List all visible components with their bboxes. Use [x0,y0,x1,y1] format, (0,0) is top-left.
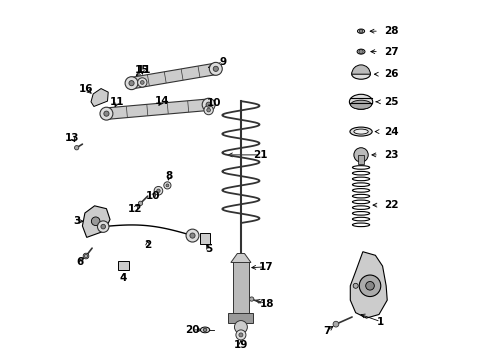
Circle shape [129,81,134,86]
Text: 22: 22 [384,200,398,210]
Circle shape [202,98,215,111]
Text: 20: 20 [185,325,199,335]
Circle shape [156,189,160,193]
Circle shape [206,108,210,112]
Text: 11: 11 [137,64,151,75]
Circle shape [74,145,79,150]
Text: 1: 1 [376,317,384,327]
Circle shape [332,321,338,327]
Polygon shape [106,99,209,120]
Circle shape [358,49,363,54]
Circle shape [359,30,362,33]
Text: 26: 26 [384,69,398,79]
Circle shape [249,297,253,301]
Bar [228,313,253,323]
Circle shape [101,224,105,229]
Text: 10: 10 [145,191,160,201]
Circle shape [137,78,147,87]
Polygon shape [82,206,110,237]
Circle shape [84,254,88,258]
Bar [233,261,248,316]
Circle shape [154,186,163,195]
Text: 21: 21 [253,150,267,160]
Text: 6: 6 [76,257,83,267]
Text: 13: 13 [65,133,80,143]
Text: 23: 23 [384,150,398,160]
Circle shape [165,184,168,187]
Circle shape [138,201,142,206]
Circle shape [352,283,357,288]
Text: 14: 14 [154,96,169,106]
Circle shape [209,62,222,75]
Circle shape [203,328,206,332]
Text: 7: 7 [323,325,330,336]
Circle shape [359,275,380,297]
Text: 4: 4 [120,273,127,283]
Text: 3: 3 [73,216,80,226]
Bar [118,261,128,270]
Text: 19: 19 [233,340,247,350]
Circle shape [163,182,171,189]
Bar [199,233,210,244]
Circle shape [189,233,195,238]
Text: 16: 16 [79,84,93,94]
Polygon shape [230,253,250,262]
Circle shape [103,111,109,116]
Polygon shape [130,63,216,89]
Ellipse shape [353,129,367,134]
Text: 2: 2 [144,240,151,250]
Bar [357,155,364,164]
Wedge shape [351,65,369,74]
Text: 27: 27 [384,46,398,57]
Text: 5: 5 [204,244,212,254]
Text: 18: 18 [259,299,273,309]
Text: 28: 28 [384,26,398,36]
Text: 24: 24 [384,127,398,136]
Circle shape [234,320,247,333]
Circle shape [140,81,144,84]
Circle shape [83,253,89,259]
Circle shape [203,105,213,115]
Circle shape [100,107,113,120]
Ellipse shape [349,127,371,136]
Circle shape [239,333,243,337]
Text: 10: 10 [206,98,221,108]
Text: 11: 11 [110,97,124,107]
Ellipse shape [356,49,364,54]
Circle shape [205,102,211,107]
Polygon shape [349,252,386,318]
Text: 15: 15 [135,64,149,75]
Text: 9: 9 [219,57,226,67]
Text: 12: 12 [128,204,142,214]
Circle shape [125,77,138,90]
Text: 8: 8 [165,171,172,181]
Text: 25: 25 [384,97,398,107]
Circle shape [91,217,100,226]
Circle shape [353,148,367,162]
Ellipse shape [357,29,364,33]
Ellipse shape [351,69,369,79]
Ellipse shape [349,94,372,109]
Circle shape [213,66,218,71]
Circle shape [365,282,373,290]
Circle shape [235,330,245,340]
Ellipse shape [200,327,209,333]
Ellipse shape [350,100,371,109]
Circle shape [97,221,109,232]
Circle shape [185,229,199,242]
Polygon shape [91,89,108,107]
Text: 17: 17 [258,262,273,272]
